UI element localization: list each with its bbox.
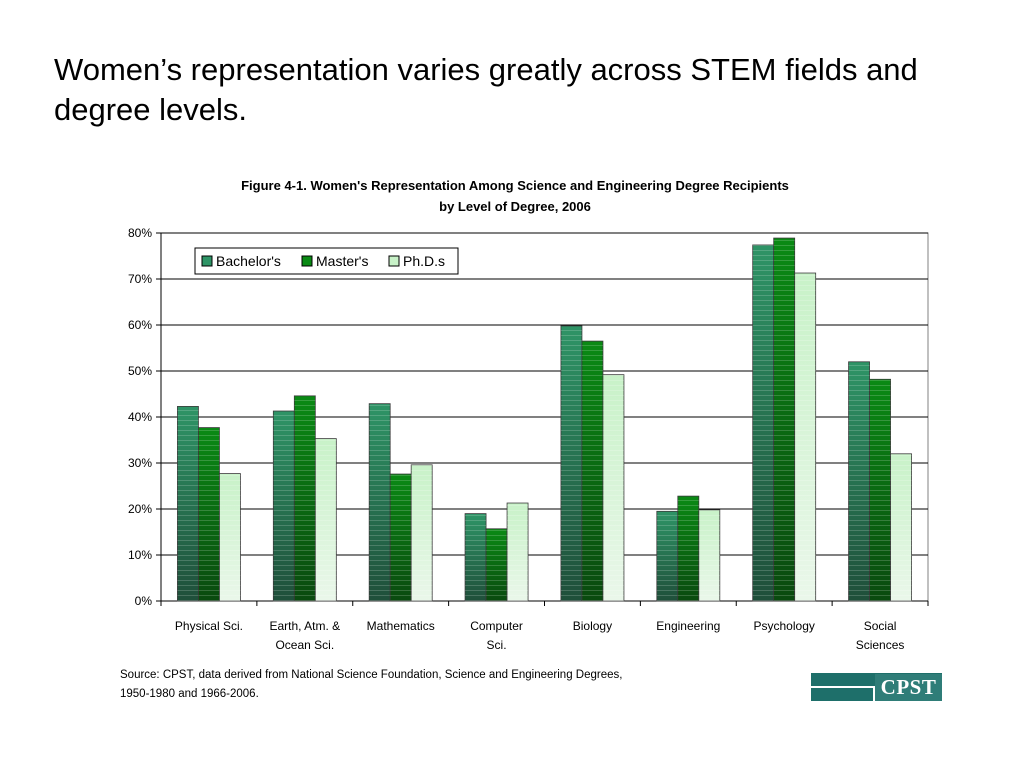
- bar-texture: [752, 244, 774, 601]
- x-category-label: Biology: [573, 619, 612, 633]
- legend-label: Master's: [316, 253, 368, 269]
- logo-band-bottom: [811, 688, 873, 701]
- slide-title: Women’s representation varies greatly ac…: [54, 52, 918, 127]
- legend-swatch: [388, 255, 400, 267]
- x-category-label: Computer: [470, 619, 523, 633]
- x-category-label: Ocean Sci.: [275, 638, 334, 652]
- x-category-label: Social: [864, 619, 897, 633]
- bar-texture: [581, 341, 603, 601]
- bar-texture: [560, 325, 582, 601]
- y-tick-label: 60%: [128, 318, 152, 332]
- bar-texture: [869, 379, 891, 601]
- bar-texture: [177, 406, 199, 601]
- bar-texture: [698, 509, 720, 601]
- bar-texture: [507, 503, 529, 601]
- x-category-label: Physical Sci.: [175, 619, 243, 633]
- y-tick-label: 40%: [128, 410, 152, 424]
- bar-texture: [602, 374, 624, 601]
- legend-label: Ph.D.s: [403, 253, 445, 269]
- bar-texture: [794, 273, 816, 601]
- bar-texture: [411, 464, 433, 601]
- y-tick-label: 70%: [128, 272, 152, 286]
- y-tick-label: 50%: [128, 364, 152, 378]
- legend-swatch: [201, 255, 213, 267]
- x-category-label: Sciences: [856, 638, 905, 652]
- x-category-label: Psychology: [754, 619, 815, 633]
- bar-texture: [656, 511, 678, 601]
- bar-texture: [465, 513, 487, 601]
- source-line-1: Source: CPST, data derived from National…: [120, 669, 623, 681]
- bar-texture: [390, 474, 412, 601]
- x-category-label: Mathematics: [367, 619, 435, 633]
- y-tick-label: 10%: [128, 548, 152, 562]
- y-tick-label: 20%: [128, 502, 152, 516]
- legend-swatch: [301, 255, 313, 267]
- source-line-2: 1950-1980 and 1966-2006.: [120, 688, 259, 700]
- y-tick-label: 30%: [128, 456, 152, 470]
- bar-texture: [219, 473, 241, 601]
- y-tick-label: 80%: [128, 226, 152, 240]
- bar-texture: [890, 453, 912, 601]
- x-category-label: Sci.: [487, 638, 507, 652]
- source-note: Source: CPST, data derived from National…: [120, 666, 760, 704]
- chart-title-line-1: Figure 4-1. Women's Representation Among…: [241, 178, 789, 193]
- y-tick-label: 0%: [135, 594, 153, 608]
- bar-texture: [315, 438, 337, 601]
- chart-title: Figure 4-1. Women's Representation Among…: [120, 175, 910, 217]
- x-category-label: Earth, Atm. &: [269, 619, 340, 633]
- bar-texture: [486, 528, 508, 601]
- bar-texture: [198, 427, 220, 601]
- logo-text: CPST: [875, 674, 942, 701]
- chart-title-line-2: by Level of Degree, 2006: [439, 199, 591, 214]
- legend-box: [194, 247, 459, 275]
- bar-texture: [848, 361, 870, 601]
- bar-texture: [369, 403, 391, 601]
- bar-texture: [773, 238, 795, 601]
- legend: Bachelor's Master's Ph.D.s: [194, 247, 459, 275]
- legend-label: Bachelor's: [216, 253, 281, 269]
- bar-texture: [294, 395, 316, 601]
- cpst-logo: CPST: [811, 673, 942, 701]
- bar-texture: [273, 411, 295, 601]
- x-category-label: Engineering: [656, 619, 720, 633]
- bar-texture: [677, 496, 699, 601]
